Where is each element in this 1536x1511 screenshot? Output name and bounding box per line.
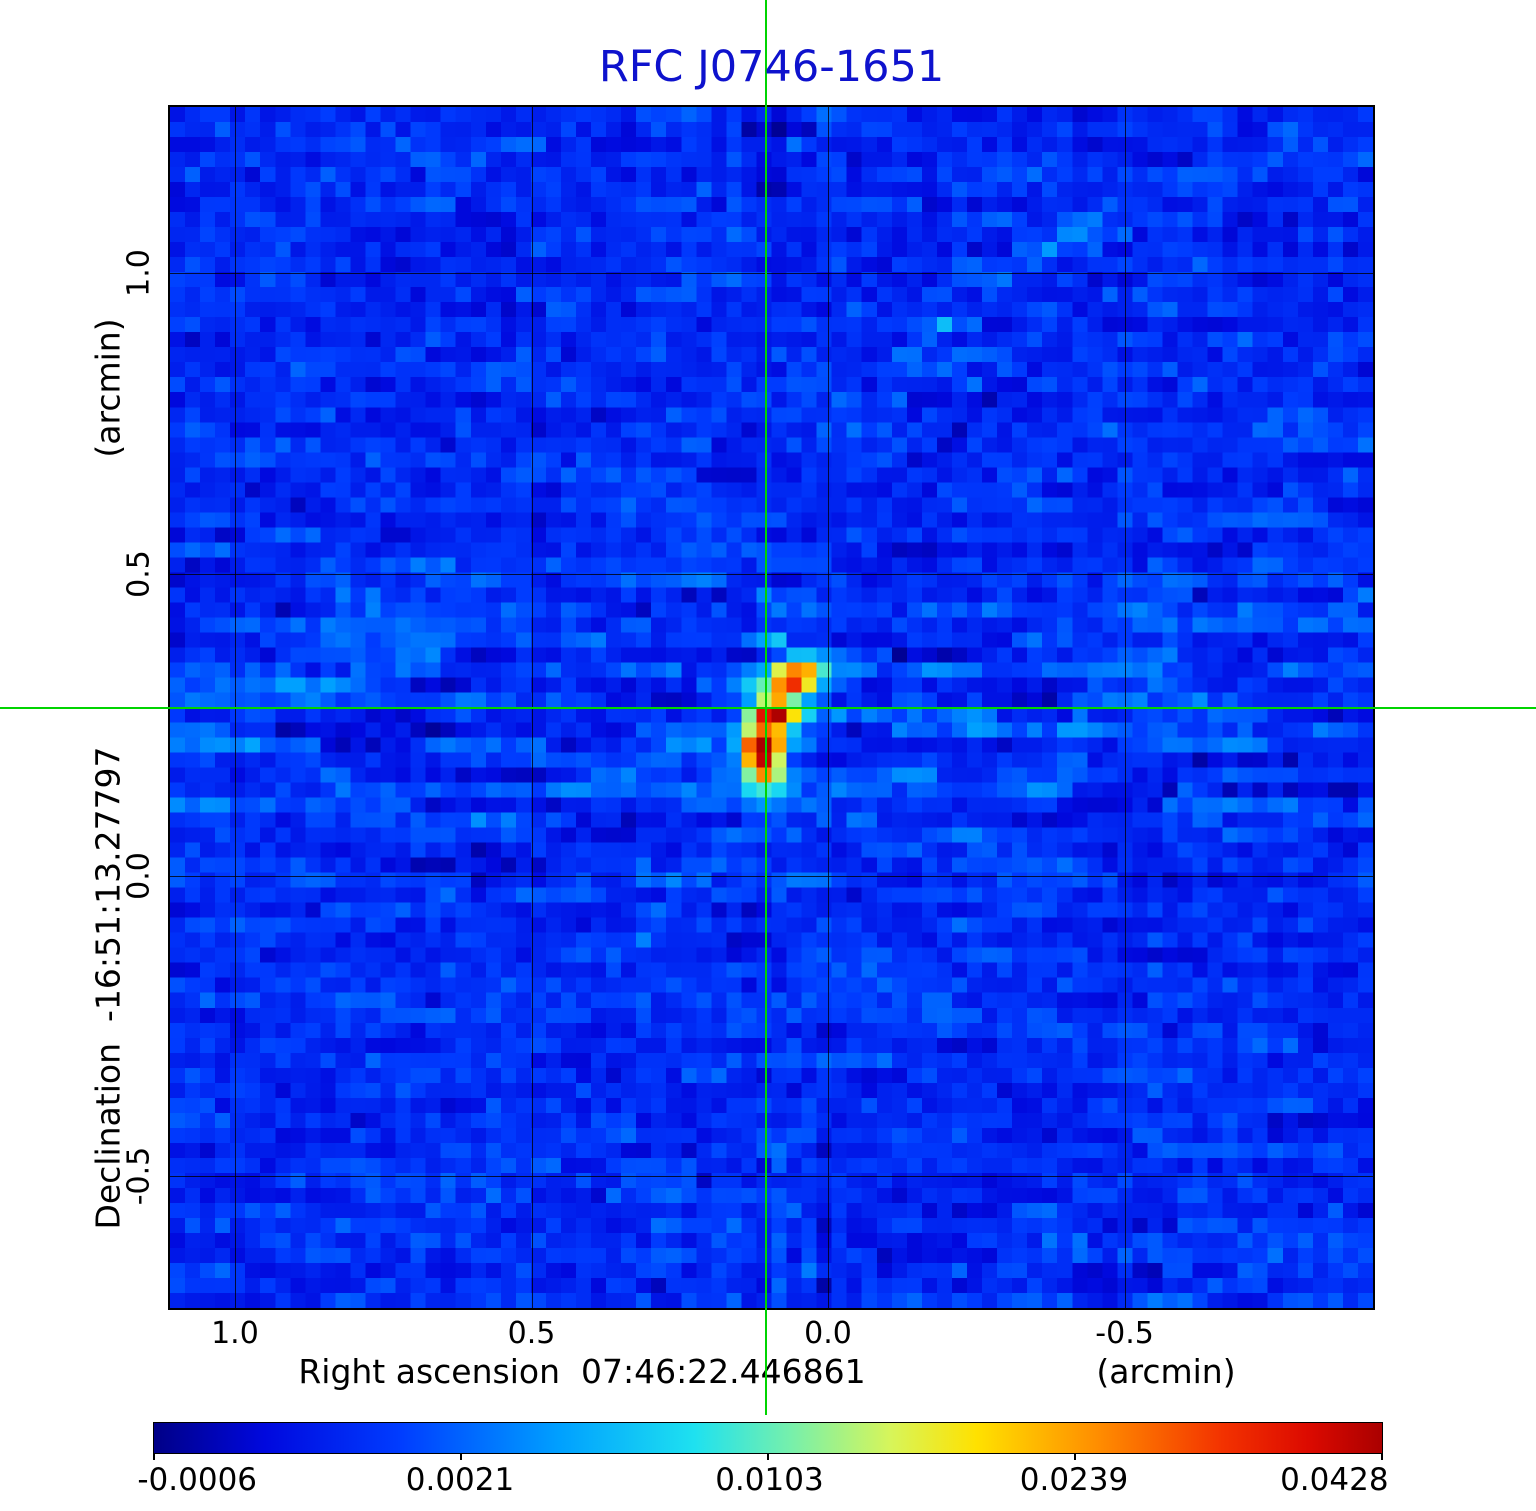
figure-title: RFC J0746-1651 (598, 42, 945, 92)
y-tick-label-3: -0.5 (121, 1147, 157, 1206)
grid-line-y-0.0 (170, 875, 1373, 877)
colorbar-tick-3 (1074, 1453, 1076, 1460)
y-axis-unit-label: (arcmin) (88, 318, 128, 458)
colorbar-tick-4 (1381, 1453, 1383, 1460)
colorbar-tick-0 (153, 1453, 155, 1460)
colorbar-label-3: 0.0239 (1019, 1462, 1129, 1498)
y-tick-label-2: 0.0 (121, 851, 157, 900)
grid-line-y-0.5 (170, 574, 1373, 576)
colorbar-label-2: 0.0103 (715, 1462, 824, 1498)
crosshair-horizontal-line (0, 707, 1536, 709)
colorbar-label-1: 0.0021 (405, 1462, 515, 1498)
colorbar-tick-1 (460, 1453, 462, 1460)
colorbar-tick-2 (767, 1453, 769, 1460)
grid-line-y-1.0 (170, 272, 1373, 274)
colorbar-label-4: 0.0428 (1280, 1462, 1389, 1498)
y-tick-label-1: 0.5 (121, 550, 157, 599)
colorbar-label-0: -0.0006 (137, 1462, 258, 1498)
x-tick-label-1: 0.5 (507, 1316, 556, 1351)
x-tick-label-2: 0.0 (804, 1316, 852, 1351)
colorbar (153, 1422, 1383, 1454)
x-tick-label-3: -0.5 (1095, 1316, 1154, 1351)
x-tick-label-0: 1.0 (211, 1316, 259, 1351)
y-tick-label-0: 1.0 (121, 249, 157, 297)
x-axis-label: Right ascension 07:46:22.446861 (298, 1352, 866, 1391)
x-axis-unit-label: (arcmin) (1096, 1352, 1236, 1391)
grid-line-y--0.5 (170, 1176, 1373, 1178)
